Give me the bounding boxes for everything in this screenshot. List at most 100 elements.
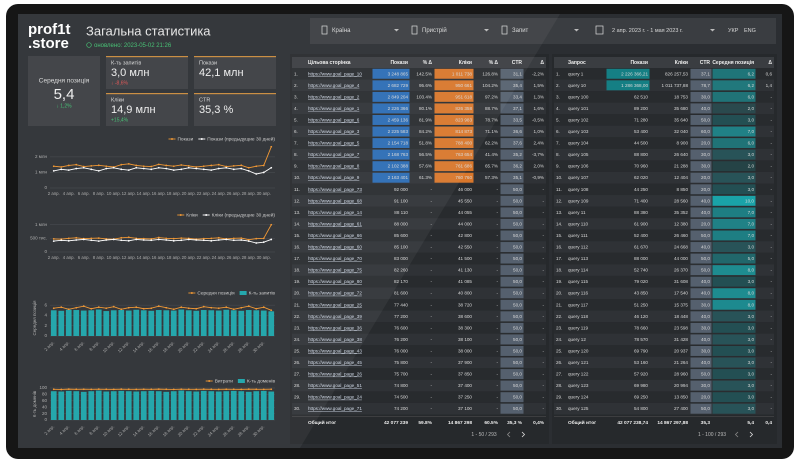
prev-page[interactable] [506,431,511,438]
page-link[interactable]: https://www.goal_page_70 [308,256,362,261]
table-cell: - [770,406,772,411]
table-cell: 80.1% [419,106,432,111]
table-cell: 1,6% [534,106,544,111]
page-link[interactable]: https://www.goal_page_71 [308,406,362,411]
column-header[interactable]: Кліки [459,60,472,66]
date-range[interactable]: 2 апр. 2023 г. - 1 мая 2023 г. [612,28,683,34]
table-cell: 24 668 [674,245,688,250]
page-link[interactable]: https://www.goal_page_1 [308,106,360,111]
page-link[interactable]: https://www.goal_page_68 [308,198,362,203]
cell-highlight [712,184,756,195]
cell-highlight [434,138,474,149]
page-link[interactable]: https://www.goal_page_7 [308,152,360,157]
page-link[interactable]: https://www.goal_page_51 [308,383,362,388]
kpi-card [28,56,100,126]
page-link[interactable]: https://www.goal_page_10 [308,71,362,76]
page-link[interactable]: https://www.goal_page_26 [308,372,362,377]
page-link[interactable]: https://www.goal_page_4 [308,83,360,88]
page-link[interactable]: https://www.goal_page_2 [308,94,360,99]
page-link[interactable]: https://www.goal_page_24 [308,395,362,400]
language-option[interactable]: УКР [728,28,739,34]
table-cell: 30,0 [701,325,710,330]
point [270,238,273,241]
page-link[interactable]: https://www.goal_page_72 [308,291,362,296]
table-cell: 30,0 [701,383,710,388]
table-cell: 77 440 [394,302,408,307]
column-header[interactable]: Δ [540,60,544,66]
bar [223,391,230,420]
page-link[interactable]: https://www.goal_page_5 [308,141,360,146]
page-link[interactable]: https://www.goal_page_80 [308,279,362,284]
column-header[interactable]: Покази [390,60,408,66]
cell-highlight [434,149,474,160]
column-header[interactable]: Запрос [568,60,586,66]
table-row [292,114,546,126]
column-header[interactable]: % Δ [489,60,499,66]
table-cell: query 1 [568,71,584,76]
filter-label[interactable]: Пристрій [422,27,447,34]
point [217,307,220,310]
table-cell: 15. [556,233,562,238]
column-header[interactable]: Кліки [675,60,688,66]
table-cell: 50,0 [513,302,522,307]
page-link[interactable]: https://www.goal_page_66 [308,233,362,238]
filter-label[interactable]: Країна [332,28,351,34]
legend-swatch [239,291,247,295]
table-cell: 85 600 [394,233,408,238]
table-cell: 3,0 [748,337,755,342]
table-cell: 50,0 [513,325,522,330]
page-link[interactable]: https://www.goal_page_3 [308,129,360,134]
column-header[interactable]: Середня позиція [712,60,754,66]
point [240,237,243,239]
point [240,167,243,170]
filter-label[interactable]: Запит [512,28,529,34]
table-row [554,195,774,207]
table-row [554,148,774,161]
page-link[interactable]: https://www.goal_page_8 [308,164,360,169]
page-link[interactable]: https://www.goal_page_6 [308,117,360,122]
page-link[interactable]: https://www.goal_page_39 [308,314,362,319]
cell-highlight [500,288,524,299]
kpi-value: 35,3 % [199,104,233,116]
language-option[interactable]: ENG [744,28,756,34]
column-header[interactable]: Покази [630,60,648,66]
table-cell: 2 682 729 [388,83,409,88]
column-header[interactable]: % Δ [423,60,433,66]
cell-highlight [500,115,524,125]
point [52,240,55,242]
table-row [292,299,546,311]
table-cell: - [542,302,544,307]
next-page[interactable] [749,431,754,438]
table-cell: 19. [556,279,562,284]
column-header[interactable]: Цільова сторінка [308,60,351,66]
x-tick-label: 14 апр. [137,255,151,260]
page-link[interactable]: https://www.goal_page_9 [308,175,360,180]
table-cell: 13 850 [674,395,688,400]
page-link[interactable]: https://www.goal_page_43 [308,348,362,353]
table-cell: 21. [294,302,300,307]
column-header[interactable]: Δ [768,60,772,66]
next-page[interactable] [521,431,526,438]
column-header[interactable]: CTR [512,60,523,66]
table-cell: 71.1% [485,129,498,134]
page-link[interactable]: https://www.goal_page_45 [308,360,362,365]
prev-page[interactable] [734,431,739,438]
page-link[interactable]: https://www.goal_page_14 [308,210,362,215]
table-cell: 50,0 [513,395,522,400]
page-link[interactable]: https://www.goal_page_25 [308,302,362,307]
page-link[interactable]: https://www.goal_page_38 [308,337,362,342]
table-cell: 51.8% [419,141,432,146]
cell-highlight [712,126,756,137]
page-link[interactable]: https://www.goal_page_36 [308,325,362,330]
page-link[interactable]: https://www.goal_page_61 [308,221,362,226]
page-link[interactable]: https://www.goal_page_75 [308,268,362,273]
table-cell: - [770,348,772,353]
bar [80,310,87,336]
page-link[interactable]: https://www.goal_page_60 [308,245,362,250]
column-header[interactable]: CTR [700,60,711,66]
page-link[interactable]: https://www.goal_page_73 [308,187,362,192]
point [82,238,85,241]
cell-highlight [500,172,524,183]
table-cell: - [430,233,432,238]
cell-highlight [690,322,712,333]
